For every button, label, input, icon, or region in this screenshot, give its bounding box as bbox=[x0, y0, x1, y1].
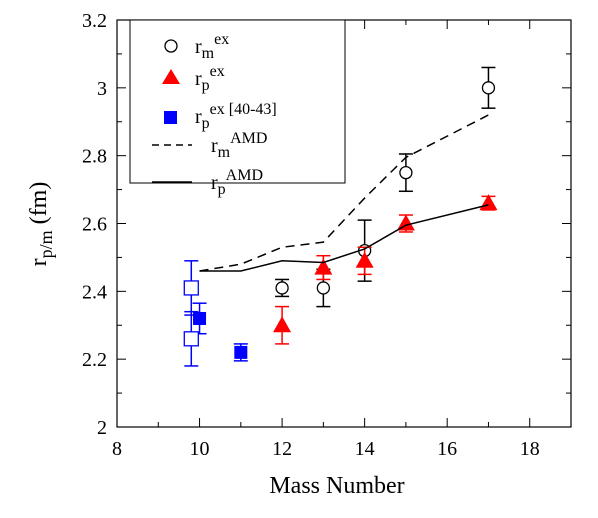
x-tick-label: 8 bbox=[112, 438, 122, 460]
legend-label-rm-amd-sup: AMD bbox=[230, 130, 267, 147]
y-tick-label: 2.6 bbox=[82, 214, 107, 236]
series-rm_amd bbox=[199, 114, 489, 272]
legend-marker-red-triangle bbox=[162, 69, 180, 84]
legend: rmex rpex rpex [40-43] rmAMD rpAMD bbox=[129, 19, 346, 198]
data-point bbox=[183, 331, 199, 347]
legend-label-rm-ex-sup: ex bbox=[214, 31, 229, 48]
svg-text:rpAMD: rpAMD bbox=[211, 167, 263, 198]
legend-item-rm-amd: rmAMD bbox=[152, 130, 267, 161]
svg-text:rmex: rmex bbox=[195, 31, 229, 62]
svg-text:rp/m (fm): rp/m (fm) bbox=[26, 182, 56, 267]
axis-ticks: 8 10 12 14 16 18 2 2.2 2.4 2.6 2.8 3 3.2 bbox=[82, 10, 572, 460]
x-tick-label: 10 bbox=[190, 438, 210, 460]
x-tick-label: 16 bbox=[437, 438, 457, 460]
legend-label-rp-amd-sub: p bbox=[218, 181, 226, 198]
legend-item-rp-ex: rpex bbox=[162, 63, 225, 94]
legend-label-rp-ex-sub: p bbox=[202, 77, 210, 94]
legend-marker-blue-square bbox=[164, 111, 177, 124]
y-tick-label: 3.2 bbox=[82, 10, 107, 32]
series-rm_ex bbox=[275, 66, 496, 308]
y-tick-label: 2.4 bbox=[82, 281, 107, 303]
svg-text:rpex: rpex bbox=[195, 63, 225, 94]
legend-item-rp-ex-ref: rpex [40-43] bbox=[164, 101, 277, 132]
y-axis-title-sub: p/m bbox=[36, 230, 56, 258]
series-rp_ex_ref bbox=[192, 302, 248, 362]
legend-label-rp-ex-ref-sub: p bbox=[202, 115, 210, 132]
x-tick-label: 12 bbox=[272, 438, 292, 460]
series-line bbox=[199, 114, 489, 272]
series-rp_ex_ref_open bbox=[183, 260, 199, 367]
series-line bbox=[199, 204, 489, 272]
legend-label-rp-ex-main: r bbox=[195, 68, 202, 90]
data-point bbox=[399, 165, 413, 180]
series-rp_amd bbox=[199, 204, 489, 272]
series-rp_ex bbox=[273, 194, 498, 345]
data-point bbox=[355, 251, 374, 268]
y-axis-title-main: r bbox=[26, 258, 52, 266]
legend-label-rp-ex-sup: ex bbox=[210, 63, 225, 80]
svg-text:rpex [40-43]: rpex [40-43] bbox=[195, 101, 277, 132]
y-axis-title-unit: (fm) bbox=[26, 182, 52, 231]
data-point bbox=[234, 345, 248, 359]
legend-item-rm-ex: rmex bbox=[164, 31, 229, 62]
data-point bbox=[193, 311, 207, 325]
legend-label-rm-ex-sub: m bbox=[202, 45, 215, 62]
legend-label-rm-amd-sub: m bbox=[218, 144, 231, 161]
data-point bbox=[316, 281, 331, 295]
x-tick-label: 14 bbox=[355, 438, 375, 460]
legend-marker-open-circle bbox=[164, 39, 178, 53]
data-point bbox=[183, 280, 199, 296]
data-point bbox=[396, 214, 415, 231]
data-point bbox=[275, 281, 289, 295]
y-tick-label: 3 bbox=[97, 78, 107, 100]
legend-item-rp-amd: rpAMD bbox=[152, 167, 263, 198]
series-layer bbox=[183, 66, 498, 367]
y-axis-title: rp/m (fm) bbox=[26, 182, 56, 267]
legend-label-rp-ex-ref-main: r bbox=[195, 106, 202, 128]
data-point bbox=[314, 258, 333, 275]
legend-label-rm-amd-main: r bbox=[211, 135, 218, 157]
legend-label-rm-ex-main: r bbox=[195, 36, 202, 58]
data-point bbox=[481, 81, 496, 95]
legend-label-rp-amd-main: r bbox=[211, 172, 218, 194]
y-tick-label: 2 bbox=[97, 417, 107, 439]
y-tick-label: 2.2 bbox=[82, 349, 107, 371]
x-axis-title: Mass Number bbox=[269, 473, 404, 499]
data-point bbox=[273, 316, 292, 333]
legend-box bbox=[129, 19, 346, 184]
y-tick-label: 2.8 bbox=[82, 146, 107, 168]
legend-label-rp-ex-ref-sup: ex [40-43] bbox=[210, 101, 277, 118]
legend-label-rp-amd-sup: AMD bbox=[226, 167, 263, 184]
x-tick-label: 18 bbox=[520, 438, 540, 460]
svg-text:rmAMD: rmAMD bbox=[211, 130, 267, 161]
